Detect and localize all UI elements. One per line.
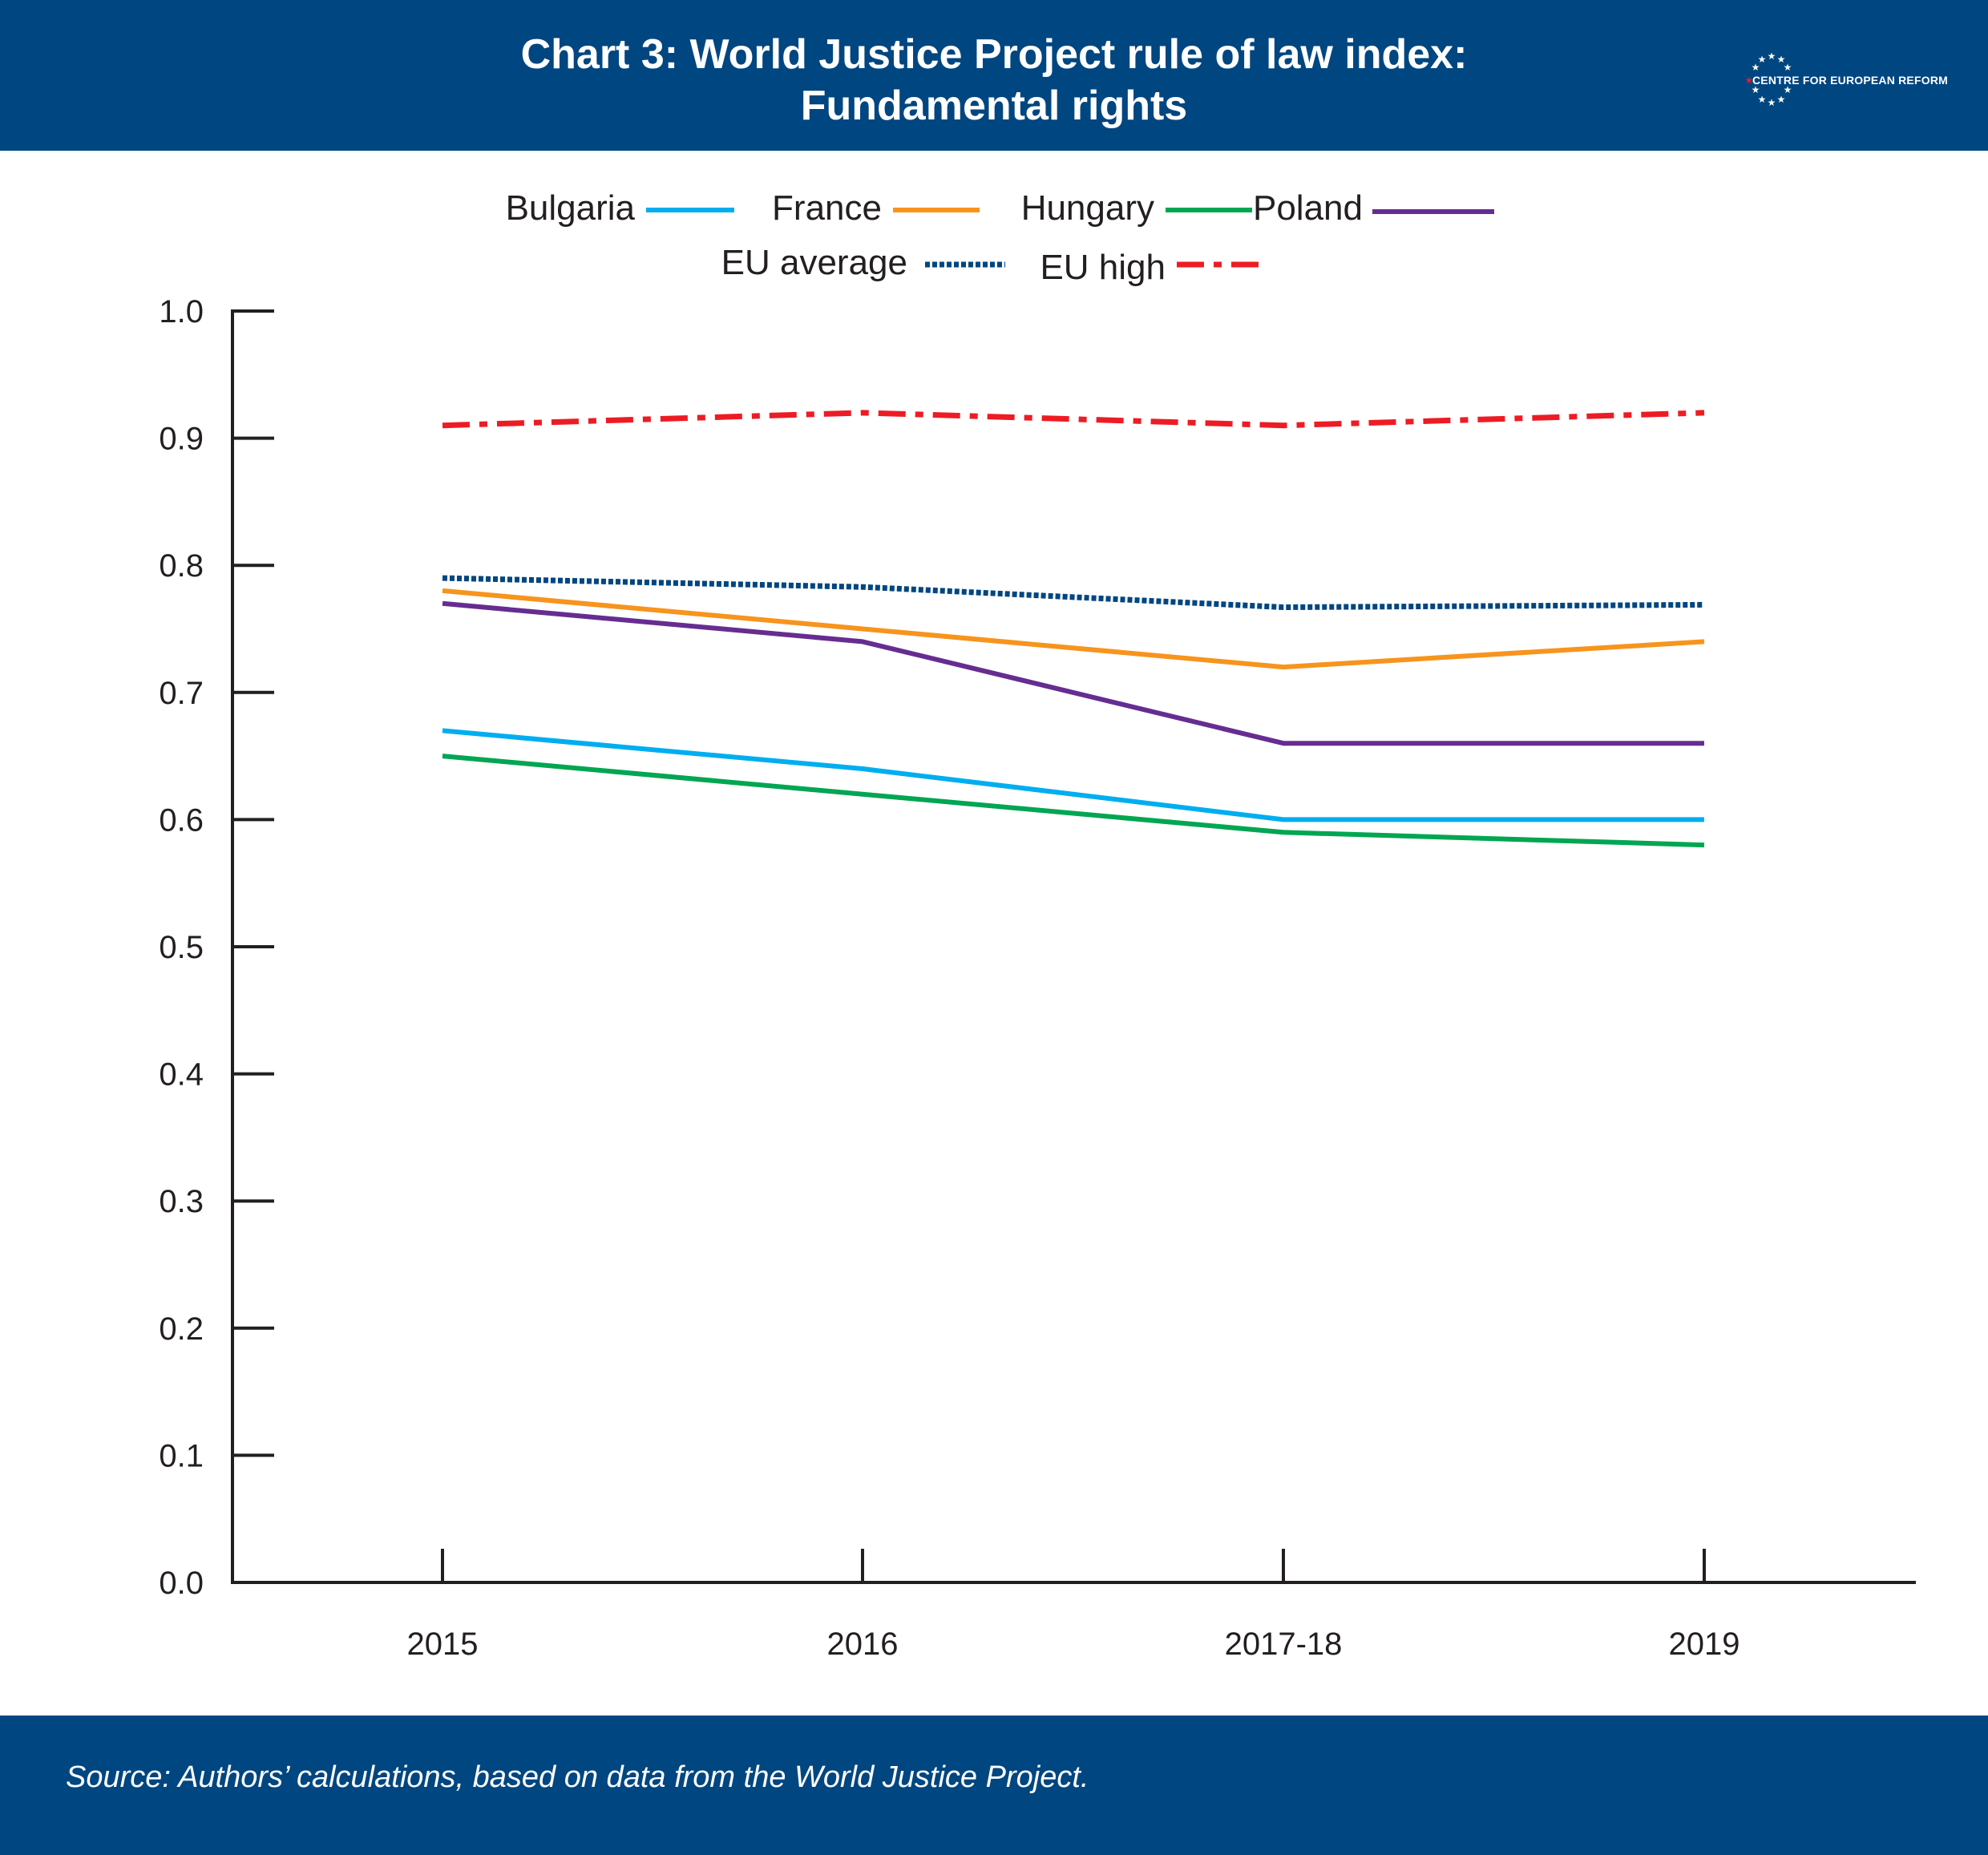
legend-label-eu-high: EU high	[1040, 248, 1166, 287]
legend-label-bulgaria: Bulgaria	[506, 188, 636, 228]
x-tick-label: 2016	[827, 1627, 899, 1662]
y-tick-label: 0.8	[159, 548, 204, 584]
svg-text:★: ★	[1777, 54, 1786, 65]
y-tick-label: 0.4	[159, 1057, 204, 1093]
series-line-poland	[442, 600, 1704, 746]
svg-text:★: ★	[1784, 62, 1792, 73]
legend: Bulgaria France Hungary Poland EU averag…	[506, 188, 1494, 287]
svg-text:★: ★	[1777, 94, 1786, 105]
series-line-france	[442, 588, 1705, 670]
x-tick-label: 2019	[1669, 1627, 1740, 1662]
svg-text:★: ★	[1758, 94, 1767, 105]
legend-label-france: France	[772, 188, 882, 228]
y-tick-label: 0.6	[159, 802, 204, 838]
svg-text:★: ★	[1768, 51, 1776, 62]
stars-logo-icon: ★ ★ ★ ★ ★ ★ ★ ★ ★ ★ ★	[1745, 51, 1792, 108]
chart-title-line-1: Chart 3: World Justice Project rule of l…	[520, 31, 1468, 78]
svg-text:★: ★	[1784, 84, 1792, 95]
series-line-eu-high	[442, 410, 1705, 429]
source-note: Source: Authors’ calculations, based on …	[66, 1760, 1089, 1794]
x-tick-label: 2017-18	[1225, 1627, 1343, 1662]
footer-banner	[0, 1716, 1988, 1855]
logo-text: CENTRE FOR EUROPEAN REFORM	[1752, 74, 1948, 87]
y-tick-label: 0.3	[159, 1184, 204, 1219]
series-lines	[442, 410, 1705, 848]
header-banner: Chart 3: World Justice Project rule of l…	[0, 0, 1988, 151]
legend-label-eu-average: EU average	[721, 243, 907, 282]
line-chart: Bulgaria France Hungary Poland EU averag…	[159, 188, 1916, 1662]
x-ticks: 2015 2016 2017-18 2019	[407, 1549, 1740, 1662]
svg-text:★: ★	[1758, 54, 1767, 65]
svg-text:★: ★	[1745, 75, 1754, 86]
series-line-eu-average	[442, 575, 1705, 610]
y-tick-label: 0.0	[159, 1566, 204, 1601]
svg-text:★: ★	[1752, 84, 1760, 95]
x-tick-label: 2015	[407, 1627, 479, 1662]
y-tick-label: 0.5	[159, 930, 204, 965]
series-line-bulgaria	[442, 728, 1704, 822]
chart-title-line-2: Fundamental rights	[800, 83, 1188, 129]
legend-label-poland: Poland	[1253, 188, 1363, 228]
svg-text:★: ★	[1752, 62, 1760, 73]
y-tick-label: 0.2	[159, 1311, 204, 1347]
y-tick-label: 0.9	[159, 422, 204, 457]
y-tick-label: 0.1	[159, 1438, 204, 1473]
y-tick-label: 0.7	[159, 676, 204, 711]
series-line-hungary	[442, 754, 1705, 848]
y-ticks: 0.0 0.1 0.2 0.3 0.4 0.5 0.6 0.7 0.8 0.9 1.0	[159, 294, 274, 1601]
legend-label-hungary: Hungary	[1021, 188, 1154, 228]
svg-text:★: ★	[1768, 97, 1776, 108]
y-tick-label: 1.0	[159, 294, 204, 329]
